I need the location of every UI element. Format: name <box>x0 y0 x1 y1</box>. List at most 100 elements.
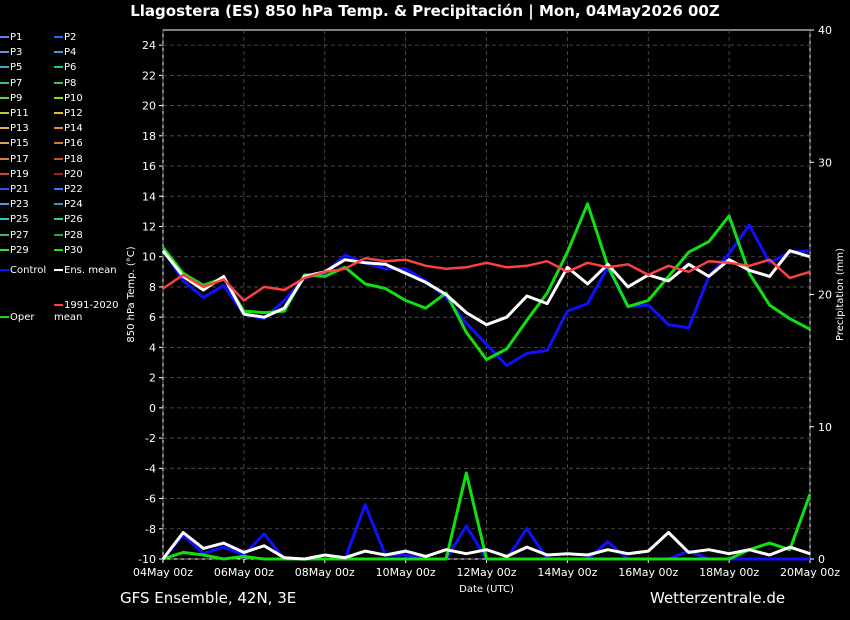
legend-label: P23 <box>10 199 29 211</box>
legend-label: P12 <box>64 108 83 119</box>
legend-swatch <box>0 81 9 84</box>
legend-label: 1991-2020 mean <box>54 299 119 323</box>
legend-swatch <box>54 188 63 190</box>
legend-label: P3 <box>10 47 23 59</box>
legend-swatch <box>54 127 63 130</box>
legend-entry: P20 <box>54 169 83 181</box>
legend-swatch <box>0 157 9 160</box>
legend-swatch <box>0 188 9 190</box>
chart-title: Llagostera (ES) 850 hPa Temp. & Precipit… <box>130 2 720 20</box>
legend-label: P15 <box>10 138 29 150</box>
legend-entry: P24 <box>54 199 83 211</box>
legend-swatch <box>54 172 63 175</box>
legend-label: P1 <box>10 32 23 43</box>
ytick-label: 0 <box>149 402 156 415</box>
legend-entry: Oper <box>0 312 34 324</box>
legend-label: P8 <box>64 77 77 89</box>
ytick-label: 12 <box>142 220 156 233</box>
legend-swatch <box>0 268 9 271</box>
legend-entry: P15 <box>0 138 29 150</box>
y2tick-label: 20 <box>818 289 832 302</box>
ytick-label: 2 <box>149 372 156 385</box>
ytick-label: 14 <box>142 190 156 203</box>
legend-entry: P11 <box>0 108 29 120</box>
legend-entry: P25 <box>0 214 29 226</box>
xtick-label: 16May 00z <box>618 566 678 579</box>
xtick-label: 08May 00z <box>295 566 355 579</box>
ytick-label: -10 <box>138 553 156 566</box>
legend-entry: Ens. mean <box>54 265 117 277</box>
legend-entry: P2 <box>54 32 76 44</box>
xtick-label: 14May 00z <box>537 566 597 579</box>
legend-entry: P7 <box>0 78 22 90</box>
legend-label: P29 <box>10 244 29 256</box>
temp-series-line <box>161 249 811 327</box>
legend: P1 P2 P3 P4 P5 P6 P7 P8 P9 P10 P11 P12 P13 P14 P15 P16 P… <box>0 32 128 324</box>
y-axis-label: 850 hPa Temp. (°C) <box>126 246 137 342</box>
legend-label: P14 <box>64 123 83 135</box>
legend-entry: P8 <box>54 78 76 90</box>
temp-series-line <box>162 256 811 302</box>
legend-swatch <box>0 96 9 99</box>
legend-entry: P13 <box>0 123 29 135</box>
legend-label: P20 <box>64 168 83 180</box>
legend-entry: Control <box>0 265 46 277</box>
legend-entry: P9 <box>0 93 22 105</box>
legend-label: P30 <box>64 244 83 256</box>
legend-label: P11 <box>10 108 29 119</box>
legend-label: P18 <box>64 153 83 165</box>
legend-label: Ens. mean <box>64 264 117 276</box>
legend-label: P22 <box>64 184 83 195</box>
legend-swatch <box>54 81 63 84</box>
ytick-label: 18 <box>142 130 156 143</box>
legend-label: P10 <box>64 92 83 104</box>
legend-entry: P1 <box>0 32 22 44</box>
y2tick-label: 10 <box>818 421 832 434</box>
legend-entry: P3 <box>0 47 22 59</box>
ytick-label: 6 <box>149 311 156 324</box>
legend-label: P27 <box>10 229 29 241</box>
legend-swatch <box>0 36 9 38</box>
legend-entry: P21 <box>0 184 29 196</box>
y2tick-label: 30 <box>818 156 832 169</box>
legend-label: P19 <box>10 168 29 180</box>
y2tick-label: 0 <box>818 553 825 566</box>
ytick-label: 10 <box>142 251 156 264</box>
legend-entry: P17 <box>0 154 29 166</box>
legend-label: P2 <box>64 32 77 43</box>
ytick-label: 4 <box>149 341 156 354</box>
ytick-label: -4 <box>145 462 156 475</box>
y2tick-label: 40 <box>818 24 832 37</box>
legend-swatch <box>54 218 63 221</box>
ytick-label: 20 <box>142 100 156 113</box>
legend-label: Control <box>10 264 47 276</box>
xtick-label: 10May 00z <box>376 566 436 579</box>
legend-entry: P28 <box>54 230 83 242</box>
legend-entry: P4 <box>54 47 76 59</box>
legend-entry: P29 <box>0 245 29 257</box>
legend-swatch <box>0 172 9 175</box>
legend-swatch <box>54 157 63 160</box>
legend-label: P5 <box>10 62 23 74</box>
ytick-label: 24 <box>142 39 156 52</box>
legend-entry: P23 <box>0 199 29 211</box>
legend-swatch <box>54 66 63 69</box>
legend-swatch <box>54 248 63 251</box>
legend-label: P16 <box>64 138 83 150</box>
y2-axis-label: Precipitation (mm) <box>835 248 846 341</box>
legend-label: P28 <box>64 229 83 241</box>
legend-swatch <box>0 66 9 69</box>
legend-label: P13 <box>10 123 29 135</box>
xtick-label: 12May 00z <box>456 566 516 579</box>
legend-label: P25 <box>10 214 29 226</box>
ytick-label: -2 <box>145 432 156 445</box>
legend-entry: P5 <box>0 62 22 74</box>
legend-label: P24 <box>64 199 83 211</box>
legend-swatch <box>0 112 9 114</box>
legend-entry: P14 <box>54 123 83 135</box>
legend-swatch <box>0 315 9 318</box>
ytick-label: 8 <box>149 281 156 294</box>
legend-swatch <box>0 203 9 206</box>
temp-series-line <box>161 202 811 361</box>
